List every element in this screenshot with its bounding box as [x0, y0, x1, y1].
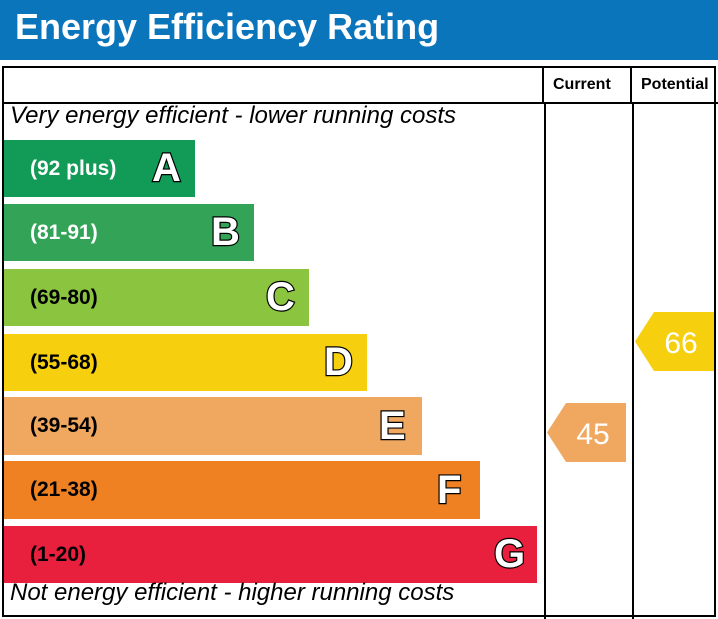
svg-text:A: A	[152, 146, 181, 190]
svg-text:G: G	[494, 532, 525, 576]
svg-text:45: 45	[576, 418, 609, 451]
svg-text:66: 66	[664, 327, 697, 360]
svg-text:C: C	[266, 275, 295, 319]
svg-text:D: D	[324, 340, 353, 384]
svg-text:B: B	[211, 210, 240, 254]
svg-text:F: F	[437, 468, 461, 512]
svg-text:E: E	[379, 404, 406, 448]
